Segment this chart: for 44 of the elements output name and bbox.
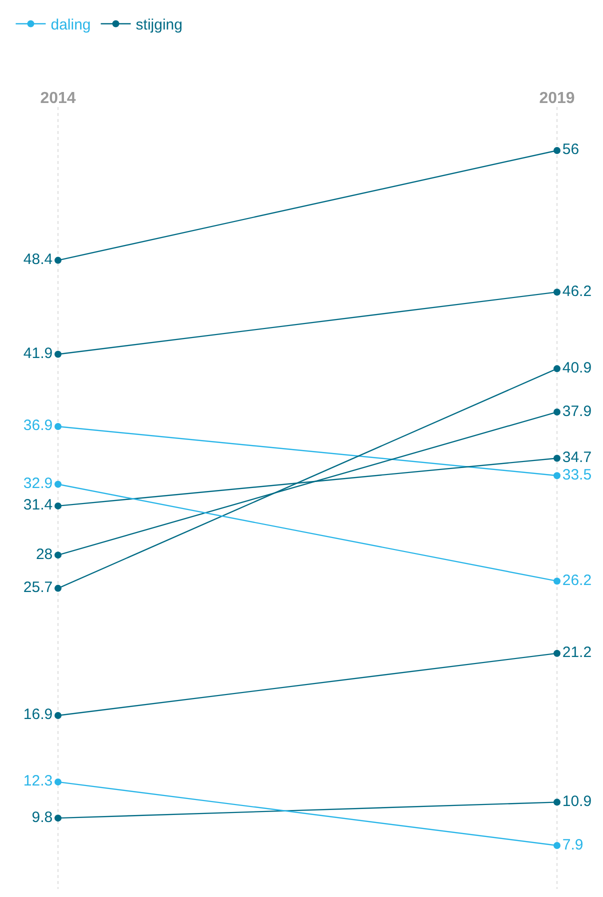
point [54,552,62,559]
data-label: 26.2 [562,572,592,589]
point [554,798,560,806]
data-label: 41.9 [23,344,53,362]
data-label: 10.9 [562,792,592,810]
point [554,472,560,480]
data-label: 36.9 [23,417,53,434]
data-label: 56 [562,141,580,158]
point [554,650,560,657]
point [554,408,560,416]
data-label: 48.4 [23,251,53,268]
data-label: 9.8 [32,808,53,826]
data-label: 40.9 [562,359,592,376]
point [54,480,62,488]
data-label: 32.9 [23,475,53,492]
point [54,814,62,822]
data-label: 28 [36,546,53,563]
data-label: 34.7 [562,449,592,466]
legend-label: daling [50,16,91,34]
point [54,350,62,358]
point [554,365,560,372]
point [554,842,560,850]
point [54,712,62,719]
data-label: 46.2 [562,282,592,300]
point [554,288,560,296]
data-label: 12.3 [23,772,53,790]
legend-label: stijging [136,16,182,34]
x-tick-label: 2014 [40,90,76,107]
point [54,256,62,264]
data-label: 16.9 [23,706,53,724]
point [554,454,560,462]
point [54,778,62,786]
data-label: 37.9 [562,402,592,420]
data-label: 7.9 [562,836,584,854]
point [54,584,62,592]
point [554,578,560,585]
data-label: 25.7 [23,579,53,596]
data-label: 21.2 [562,644,592,662]
point [54,422,62,430]
data-label: 31.4 [23,496,53,514]
point [54,502,62,510]
x-tick-label: 2019 [539,90,575,107]
data-label: 33.5 [562,466,592,484]
point [554,146,560,154]
